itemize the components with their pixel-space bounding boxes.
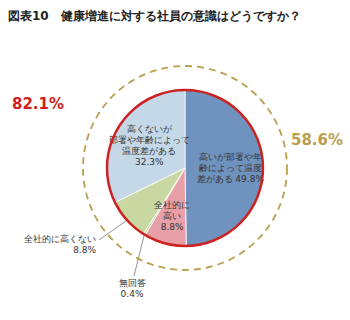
slice-label: 高くないが部署や年齢によって温度差がある32.3% xyxy=(109,124,190,167)
label-line: 8.8% xyxy=(161,222,184,232)
label-line: 全社的に高くない xyxy=(24,233,96,243)
label-line: 全社的に xyxy=(154,200,190,210)
label-line: 齢によって温度 xyxy=(199,162,262,172)
slice-labels: 高いが部署や年齢によって温度差がある 49.8%全社的に高い8.8%無回答0.4… xyxy=(24,124,264,298)
slice xyxy=(107,90,185,202)
label-line: 温度差がある xyxy=(122,146,176,156)
label-line: 差がある 49.8% xyxy=(197,173,265,183)
slice-label: 全社的に高くない8.8% xyxy=(24,233,96,254)
dashed-ring xyxy=(83,66,287,270)
highlight-outline xyxy=(107,90,263,246)
slices xyxy=(107,90,263,246)
title: 図表10 健康増進に対する社員の意識はどうですか？ xyxy=(8,9,301,23)
label-line: 高いが部署や年 xyxy=(199,151,262,161)
chart-container: 図表10 健康増進に対する社員の意識はどうですか？ 高いが部署や年齢によって温度差… xyxy=(0,0,350,320)
label-line: 0.4% xyxy=(121,288,144,298)
label-line: 32.3% xyxy=(135,157,164,167)
label-line: 高くないが xyxy=(127,124,173,134)
slice-label: 高いが部署や年齢によって温度差がある 49.8% xyxy=(197,151,265,183)
label-line: 高い xyxy=(163,211,181,221)
annotation: 58.6% xyxy=(291,131,343,149)
annotation: 82.1% xyxy=(12,95,64,113)
label-line: 部署や年齢によって xyxy=(109,135,190,145)
chart-svg: 図表10 健康増進に対する社員の意識はどうですか？ 高いが部署や年齢によって温度差… xyxy=(0,0,350,320)
slice xyxy=(185,90,263,246)
slice-label: 無回答0.4% xyxy=(119,277,146,298)
leader-line xyxy=(134,235,144,276)
slice-label: 全社的に高い8.8% xyxy=(154,200,190,232)
label-line: 8.8% xyxy=(73,244,96,254)
background xyxy=(0,0,350,320)
label-line: 無回答 xyxy=(119,277,146,287)
